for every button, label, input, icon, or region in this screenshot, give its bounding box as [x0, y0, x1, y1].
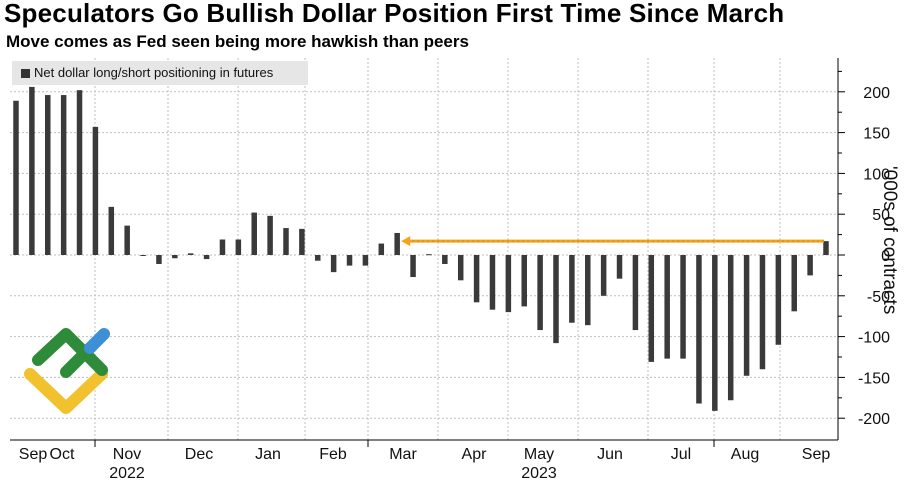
bar [108, 206, 115, 255]
legend: Net dollar long/short positioning in fut… [12, 61, 308, 85]
logo-blue-mark [84, 328, 110, 354]
y-tick-label: 50 [872, 207, 890, 224]
bar [172, 255, 178, 259]
bar [600, 255, 607, 296]
x-tick-label: Jun [597, 446, 623, 463]
brand-logo [24, 328, 110, 414]
bar [759, 255, 766, 370]
y-tick-label: -200 [858, 411, 890, 428]
bar [203, 255, 210, 260]
chart-subtitle: Move comes as Fed seen being more hawkis… [6, 32, 469, 51]
bar [92, 126, 99, 255]
legend-label: Net dollar long/short positioning in fut… [34, 65, 274, 80]
bar [299, 228, 305, 255]
bar [632, 255, 639, 331]
y-axis-label: '000s of contracts [879, 166, 900, 315]
x-tick-label: Sep [19, 446, 48, 463]
x-year-label: 2023 [521, 465, 557, 481]
bar [235, 239, 242, 255]
bar [457, 255, 464, 281]
logo-yellow-chevron [24, 368, 108, 414]
bar [521, 255, 527, 307]
bar [537, 255, 543, 331]
y-tick-label: -100 [858, 330, 890, 347]
bar [569, 255, 575, 323]
bar [616, 255, 623, 279]
bar [410, 255, 416, 278]
annotation-arrowhead [401, 236, 411, 247]
bar [727, 255, 734, 401]
annotation-arrow [401, 236, 824, 247]
bar [823, 241, 829, 255]
bar [775, 255, 782, 345]
bar [791, 255, 797, 312]
bar [378, 243, 385, 255]
bar [489, 255, 496, 310]
legend-swatch [21, 69, 30, 78]
bar [283, 228, 289, 255]
x-tick-label: May [524, 446, 554, 463]
x-year-label: 2022 [109, 465, 145, 481]
bar [267, 215, 273, 255]
x-tick-label: Dec [185, 446, 213, 463]
bar [648, 255, 655, 362]
x-tick-label: Jul [671, 446, 691, 463]
bar [743, 255, 750, 376]
bar [60, 95, 67, 256]
x-tick-label: Aug [731, 446, 759, 463]
bar [505, 255, 512, 313]
bar [219, 239, 226, 255]
logo-green-chevron [32, 328, 108, 376]
y-tick-label: 100 [863, 166, 890, 183]
bar [473, 255, 480, 303]
y-tick-label: 0 [881, 248, 890, 265]
bar [156, 255, 162, 264]
bar [251, 212, 257, 255]
x-axis: Sep Oct Nov Dec Jan Feb Mar Apr May Jun Jul Aug Sep2… [10, 439, 838, 481]
bar [807, 255, 813, 276]
bar [330, 255, 337, 273]
bar [696, 255, 702, 404]
x-tick-label: Feb [319, 446, 347, 463]
bar [346, 255, 353, 266]
y-tick-label: -50 [867, 289, 890, 306]
bar [76, 90, 83, 255]
bar [585, 255, 591, 326]
bar [13, 100, 19, 255]
bar [712, 255, 718, 411]
bar [140, 255, 146, 256]
bar [362, 255, 369, 266]
bar-series [13, 86, 829, 411]
bar [315, 255, 321, 261]
bar [124, 225, 130, 255]
bar [394, 232, 400, 255]
x-tick-label: Apr [462, 446, 488, 463]
bar [187, 253, 194, 255]
bar [442, 255, 448, 264]
bar [29, 86, 35, 256]
bar [680, 255, 686, 359]
bar [426, 254, 432, 256]
y-axis: 200 150 100 50 0 -50 -100 -150 -200 [837, 58, 890, 440]
x-tick-label: Sep [802, 446, 831, 463]
x-tick-label: Mar [389, 446, 417, 463]
x-tick-label: Nov [113, 446, 141, 463]
x-tick-label: Oct [50, 446, 75, 463]
bar [553, 255, 559, 344]
bar [664, 255, 670, 359]
y-tick-label: 150 [863, 126, 890, 143]
y-tick-label: 200 [863, 85, 890, 102]
x-tick-label: Jan [255, 446, 281, 463]
y-tick-label: -150 [858, 370, 890, 387]
chart-title: Speculators Go Bullish Dollar Position F… [4, 0, 785, 28]
bar [45, 95, 51, 256]
